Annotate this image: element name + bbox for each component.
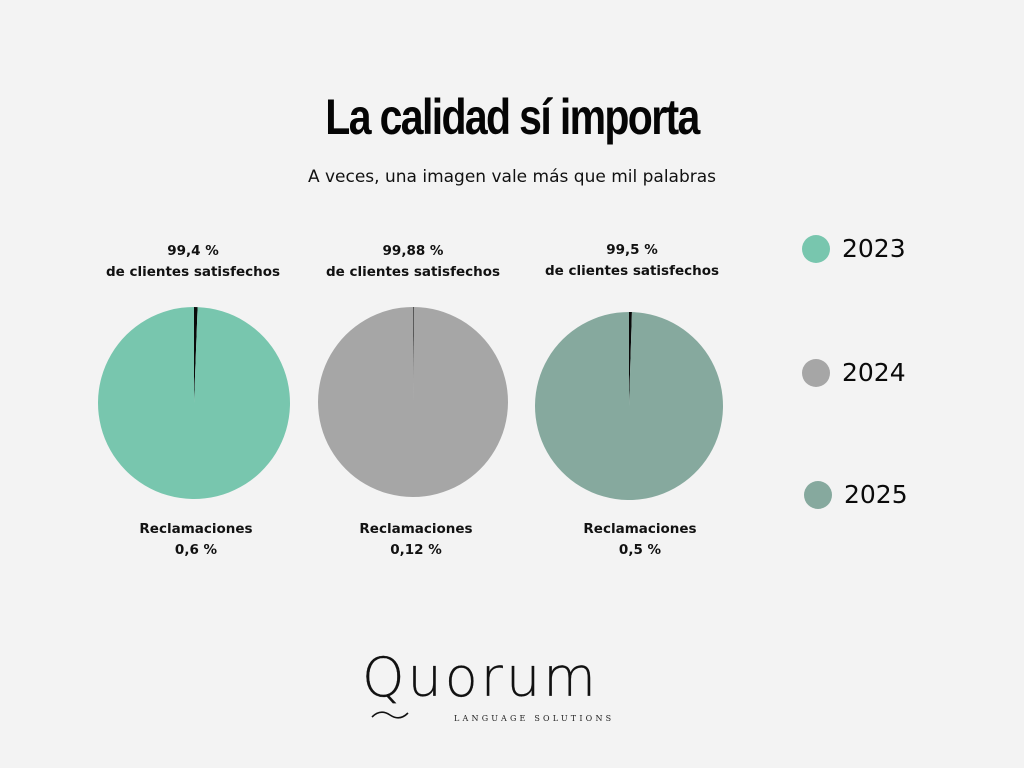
logo-tagline: LANGUAGE SOLUTIONS bbox=[454, 714, 615, 723]
pie-2024-slice-claims bbox=[413, 307, 414, 402]
page-subtitle: A veces, una imagen vale más que mil pal… bbox=[307, 167, 717, 187]
pie-2025-claims-label: Reclamaciones bbox=[583, 521, 697, 537]
pie-2024-claims-label: Reclamaciones bbox=[359, 521, 473, 537]
legend-label-2025: 2025 bbox=[844, 480, 908, 509]
pie-2025-satisfied-label: de clientes satisfechos bbox=[544, 263, 720, 279]
logo-q-tail-icon bbox=[371, 711, 409, 719]
pie-2023-claims-label: Reclamaciones bbox=[139, 521, 253, 537]
pie-2025-claims-value: 0,5 % bbox=[618, 542, 662, 558]
legend-swatch-2025 bbox=[804, 481, 832, 509]
pie-2025-slice-claims bbox=[629, 312, 632, 406]
pie-2025-slice-satisfied bbox=[534, 312, 723, 500]
pie-2023-satisfied-caption: 99,4 % de clientes satisfechos bbox=[73, 241, 313, 283]
pie-2023-slice-claims bbox=[194, 307, 198, 403]
page-title: La calidad sí importa bbox=[325, 89, 700, 145]
pie-2023-claims-caption: Reclamaciones 0,6 % bbox=[76, 519, 316, 561]
pie-2024-claims-value: 0,12 % bbox=[390, 542, 442, 558]
pie-2024-slice-satisfied bbox=[318, 307, 509, 497]
pie-2023-slice-satisfied bbox=[98, 307, 291, 499]
legend-label-2024: 2024 bbox=[842, 358, 906, 387]
pie-2025-satisfied-value: 99,5 % bbox=[606, 242, 658, 258]
pie-2023-satisfied-value: 99,4 % bbox=[167, 243, 219, 259]
pie-2023-claims-value: 0,6 % bbox=[174, 542, 218, 558]
pie-2025-claims-caption: Reclamaciones 0,5 % bbox=[520, 519, 760, 561]
pie-2023-satisfied-label: de clientes satisfechos bbox=[105, 264, 281, 280]
legend-label-2023: 2023 bbox=[842, 234, 906, 263]
pie-2025-satisfied-caption: 99,5 % de clientes satisfechos bbox=[512, 240, 752, 282]
logo-wordmark: Quorum bbox=[362, 646, 599, 709]
legend-swatch-2023 bbox=[802, 235, 830, 263]
pie-2024-satisfied-value: 99,88 % bbox=[382, 243, 444, 259]
quorum-logo: Quorum LANGUAGE SOLUTIONS bbox=[362, 646, 662, 732]
pie-2024-claims-caption: Reclamaciones 0,12 % bbox=[296, 519, 536, 561]
pie-2024-satisfied-label: de clientes satisfechos bbox=[325, 264, 501, 280]
pie-2024-satisfied-caption: 99,88 % de clientes satisfechos bbox=[293, 241, 533, 283]
legend-swatch-2024 bbox=[802, 359, 830, 387]
